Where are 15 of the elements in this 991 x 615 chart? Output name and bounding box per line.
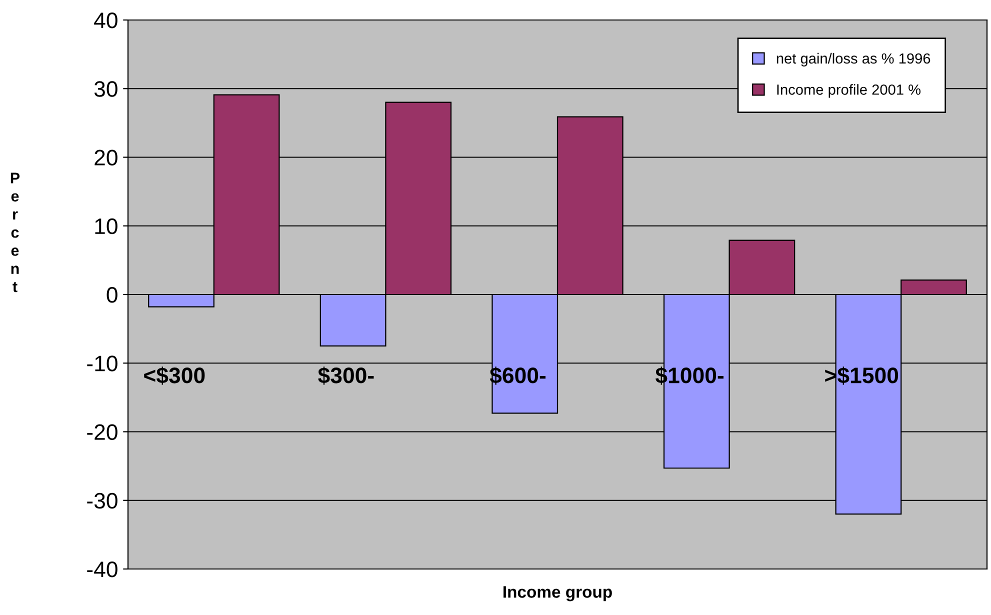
y-tick-label: -30: [87, 492, 118, 509]
y-tick-label: 10: [95, 218, 118, 234]
x-tick-label: $300-: [318, 366, 374, 385]
y-tick-label: 40: [94, 12, 118, 28]
x-axis-title: Income group: [504, 586, 612, 602]
y-axis-title: Percent: [10, 172, 20, 292]
y-tick-label: 0: [106, 287, 118, 303]
y-tick-label: -40: [87, 562, 118, 578]
y-tick-label: -20: [87, 424, 118, 440]
y-tick-label: 30: [94, 81, 118, 97]
y-tick-label: 20: [94, 150, 118, 166]
x-tick-label: <$300: [144, 366, 205, 385]
legend-label: net gain/loss as % 1996: [776, 52, 930, 67]
y-tick-label: -10: [87, 356, 118, 372]
legend-label: Income profile 2001 %: [777, 84, 921, 98]
